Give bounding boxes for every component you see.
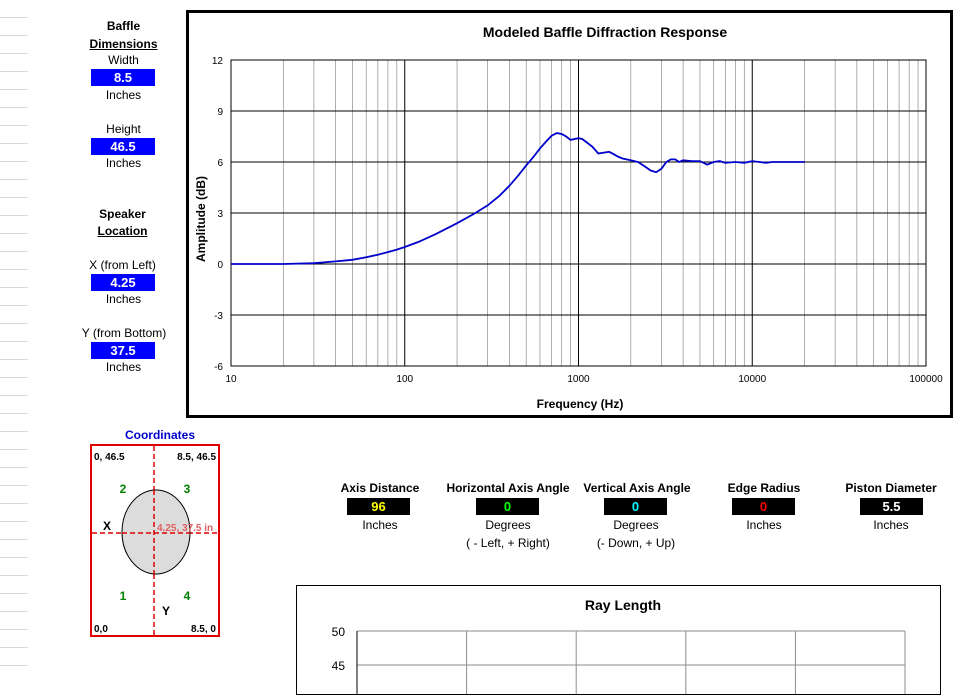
quadrant-1-label: 1 xyxy=(120,589,127,603)
piston-diameter-unit: Inches xyxy=(873,518,909,532)
axis-distance-label: Axis Distance xyxy=(340,481,420,495)
y-tick-label: 12 xyxy=(212,56,224,67)
horizontal-angle-unit: Degrees xyxy=(485,518,531,532)
height-label: Height xyxy=(106,122,141,136)
location-heading: Speaker xyxy=(99,207,146,221)
dimensions-heading: Baffle xyxy=(106,19,141,33)
ray-chart-title: Ray Length xyxy=(585,597,661,613)
response-line xyxy=(231,132,805,265)
y-tick-label: 9 xyxy=(217,107,223,118)
vertical-angle-unit: Degrees xyxy=(613,518,659,532)
y-tick-label: 0 xyxy=(217,260,223,271)
x-tick-label: 1000 xyxy=(567,374,590,385)
y-location-label: Y (from Bottom) xyxy=(81,326,167,340)
edge-radius-unit: Inches xyxy=(746,518,782,532)
x-tick-labels: 10 100 1000 10000 100000 xyxy=(225,374,943,385)
y-location-input[interactable]: 37.5 xyxy=(91,342,155,359)
axis-distance-unit: Inches xyxy=(362,518,398,532)
x-tick-label: 100000 xyxy=(909,374,943,385)
speaker-point-label: 4.25, 37.5 in xyxy=(157,523,213,534)
y-location-unit: Inches xyxy=(105,360,142,374)
horizontal-angle-input[interactable]: 0 xyxy=(476,498,539,515)
ray-chart-grid xyxy=(356,630,906,694)
ray-y-tick-labels: 50 45 xyxy=(332,625,346,673)
ray-y-tick-label: 45 xyxy=(332,659,346,673)
chart-title: Modeled Baffle Diffraction Response xyxy=(483,24,727,40)
y-tick-label: 6 xyxy=(217,158,223,169)
y-tick-label: -6 xyxy=(214,362,223,373)
quadrant-4-label: 4 xyxy=(184,589,191,603)
dimensions-subheading: Dimensions xyxy=(89,37,158,51)
chart-grid xyxy=(230,59,927,367)
speaker-ellipse xyxy=(121,489,191,575)
x-tick-label: 100 xyxy=(396,374,413,385)
y-axis-label: Amplitude (dB) xyxy=(194,176,208,262)
width-unit: Inches xyxy=(105,88,142,102)
corner-bottom-right: 8.5, 0 xyxy=(191,624,216,635)
quadrant-3-label: 3 xyxy=(184,482,191,496)
vertical-angle-label: Vertical Axis Angle xyxy=(583,481,691,495)
coordinates-diagram: 0, 46.5 8.5, 46.5 0,0 8.5, 0 2 3 1 4 X Y… xyxy=(90,444,220,637)
corner-top-left: 0, 46.5 xyxy=(94,452,125,463)
height-unit: Inches xyxy=(105,156,142,170)
x-axis-label: Frequency (Hz) xyxy=(537,397,624,411)
coordinates-svg: 0, 46.5 8.5, 46.5 0,0 8.5, 0 2 3 1 4 X Y… xyxy=(92,446,218,635)
height-input[interactable]: 46.5 xyxy=(91,138,155,155)
diffraction-chart: Modeled Baffle Diffraction Response 12 9 6… xyxy=(186,10,953,418)
width-label: Width xyxy=(108,53,139,67)
spreadsheet-row-lines xyxy=(0,0,28,672)
edge-radius-label: Edge Radius xyxy=(727,481,801,495)
piston-diameter-input[interactable]: 5.5 xyxy=(860,498,923,515)
x-tick-label: 10000 xyxy=(738,374,766,385)
corner-bottom-left: 0,0 xyxy=(94,624,108,635)
horizontal-angle-note: ( - Left, + Right) xyxy=(466,536,550,550)
plot-area-border xyxy=(230,59,927,367)
vertical-angle-note: (- Down, + Up) xyxy=(596,536,676,550)
x-tick-label: 10 xyxy=(225,374,237,385)
edge-radius-input[interactable]: 0 xyxy=(732,498,795,515)
piston-diameter-label: Piston Diameter xyxy=(845,481,937,495)
x-location-input[interactable]: 4.25 xyxy=(91,274,155,291)
diffraction-chart-svg: Modeled Baffle Diffraction Response 12 9 6… xyxy=(194,24,943,411)
width-input[interactable]: 8.5 xyxy=(91,69,155,86)
ray-y-tick-label: 50 xyxy=(332,625,346,639)
y-tick-label: -3 xyxy=(214,311,223,322)
x-axis-marker: X xyxy=(103,519,111,533)
coordinates-title: Coordinates xyxy=(124,428,195,442)
location-subheading: Location xyxy=(97,224,148,238)
ray-length-chart: Ray Length 50 45 xyxy=(296,585,941,695)
corner-top-right: 8.5, 46.5 xyxy=(177,452,216,463)
y-tick-label: 3 xyxy=(217,209,223,220)
quadrant-2-label: 2 xyxy=(120,482,127,496)
vertical-angle-input[interactable]: 0 xyxy=(604,498,667,515)
y-axis-marker: Y xyxy=(162,604,170,618)
axis-distance-input[interactable]: 96 xyxy=(347,498,410,515)
x-location-label: X (from Left) xyxy=(89,258,156,272)
horizontal-angle-label: Horizontal Axis Angle xyxy=(446,481,570,495)
ray-length-svg: Ray Length 50 45 xyxy=(332,597,906,694)
x-location-unit: Inches xyxy=(105,292,142,306)
y-tick-labels: 12 9 6 3 0 -3 -6 xyxy=(212,56,224,373)
